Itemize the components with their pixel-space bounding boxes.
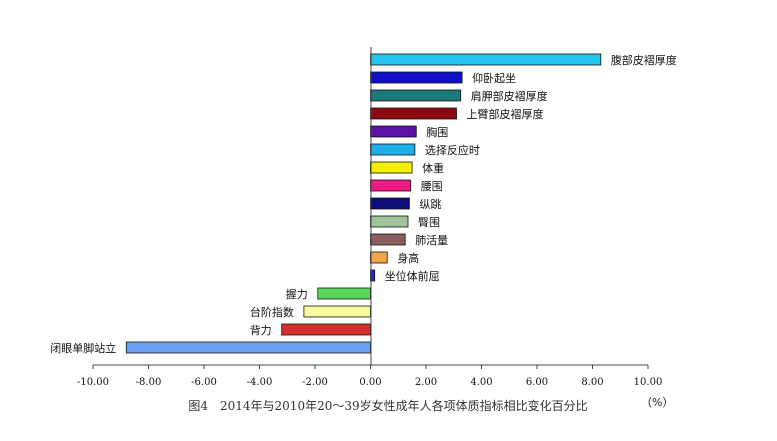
bar-label: 闭眼单脚站立 bbox=[50, 341, 116, 355]
bar-label: 纵跳 bbox=[419, 197, 441, 211]
bar-label: 坐位体前屈 bbox=[385, 269, 440, 283]
bar bbox=[370, 89, 462, 102]
bar bbox=[125, 341, 371, 354]
bar-label: 体重 bbox=[422, 161, 444, 175]
bar-label: 背力 bbox=[250, 323, 272, 337]
bar bbox=[370, 233, 406, 246]
x-tick-label: 10.00 bbox=[634, 377, 663, 388]
x-tick-label: 0.00 bbox=[359, 377, 381, 388]
bar-label: 握力 bbox=[286, 287, 308, 301]
x-tick-label: 6.00 bbox=[526, 377, 548, 388]
bar-label: 腰围 bbox=[421, 180, 443, 193]
x-tick-label: -8.00 bbox=[136, 377, 162, 388]
x-tick-label: 2.00 bbox=[415, 377, 437, 388]
x-ticks-layer: -10.00 -8.00 -6.00 -4.00 -2.00 0.00 2.00 4.00 6.… bbox=[77, 365, 662, 388]
bar-label: 腹部皮褶厚度 bbox=[611, 53, 677, 67]
x-tick-label: 8.00 bbox=[581, 377, 603, 388]
bar bbox=[370, 71, 463, 84]
x-tick-label: -4.00 bbox=[247, 377, 273, 388]
bar-label: 仰卧起坐 bbox=[472, 71, 516, 85]
x-axis-unit: （%） bbox=[641, 396, 673, 409]
bar-label: 选择反应时 bbox=[425, 143, 480, 157]
bar bbox=[281, 323, 371, 336]
bar bbox=[370, 251, 388, 264]
bar bbox=[370, 53, 602, 66]
bar bbox=[370, 215, 409, 228]
bar-label: 台阶指数 bbox=[250, 305, 294, 319]
bar bbox=[370, 143, 416, 156]
bar-label: 肺活量 bbox=[415, 234, 448, 247]
bar bbox=[370, 197, 410, 210]
bar-label: 上臂部皮褶厚度 bbox=[467, 107, 544, 121]
bar bbox=[303, 305, 371, 318]
bar-label: 身高 bbox=[397, 251, 419, 265]
bar bbox=[370, 107, 457, 120]
bar bbox=[370, 125, 417, 138]
bar bbox=[370, 161, 413, 174]
bar-labels-layer: 腹部皮褶厚度仰卧起坐肩胛部皮褶厚度上臂部皮褶厚度胸围选择反应时体重腰围纵跳臀围肺… bbox=[50, 53, 677, 355]
bar-label: 臀围 bbox=[418, 216, 440, 229]
chart-caption: 图4 2014年与2010年20～39岁女性成年人各项体质指标相比变化百分比 bbox=[188, 398, 587, 413]
bar-label: 肩胛部皮褶厚度 bbox=[471, 89, 548, 103]
bars-layer bbox=[125, 53, 602, 354]
x-tick-label: -2.00 bbox=[302, 377, 328, 388]
bar bbox=[317, 287, 371, 300]
bar-label: 胸围 bbox=[426, 125, 448, 139]
x-tick-label: 4.00 bbox=[470, 377, 492, 388]
x-tick-label: -10.00 bbox=[77, 377, 109, 388]
x-tick-label: -6.00 bbox=[191, 377, 217, 388]
bar bbox=[370, 179, 412, 192]
